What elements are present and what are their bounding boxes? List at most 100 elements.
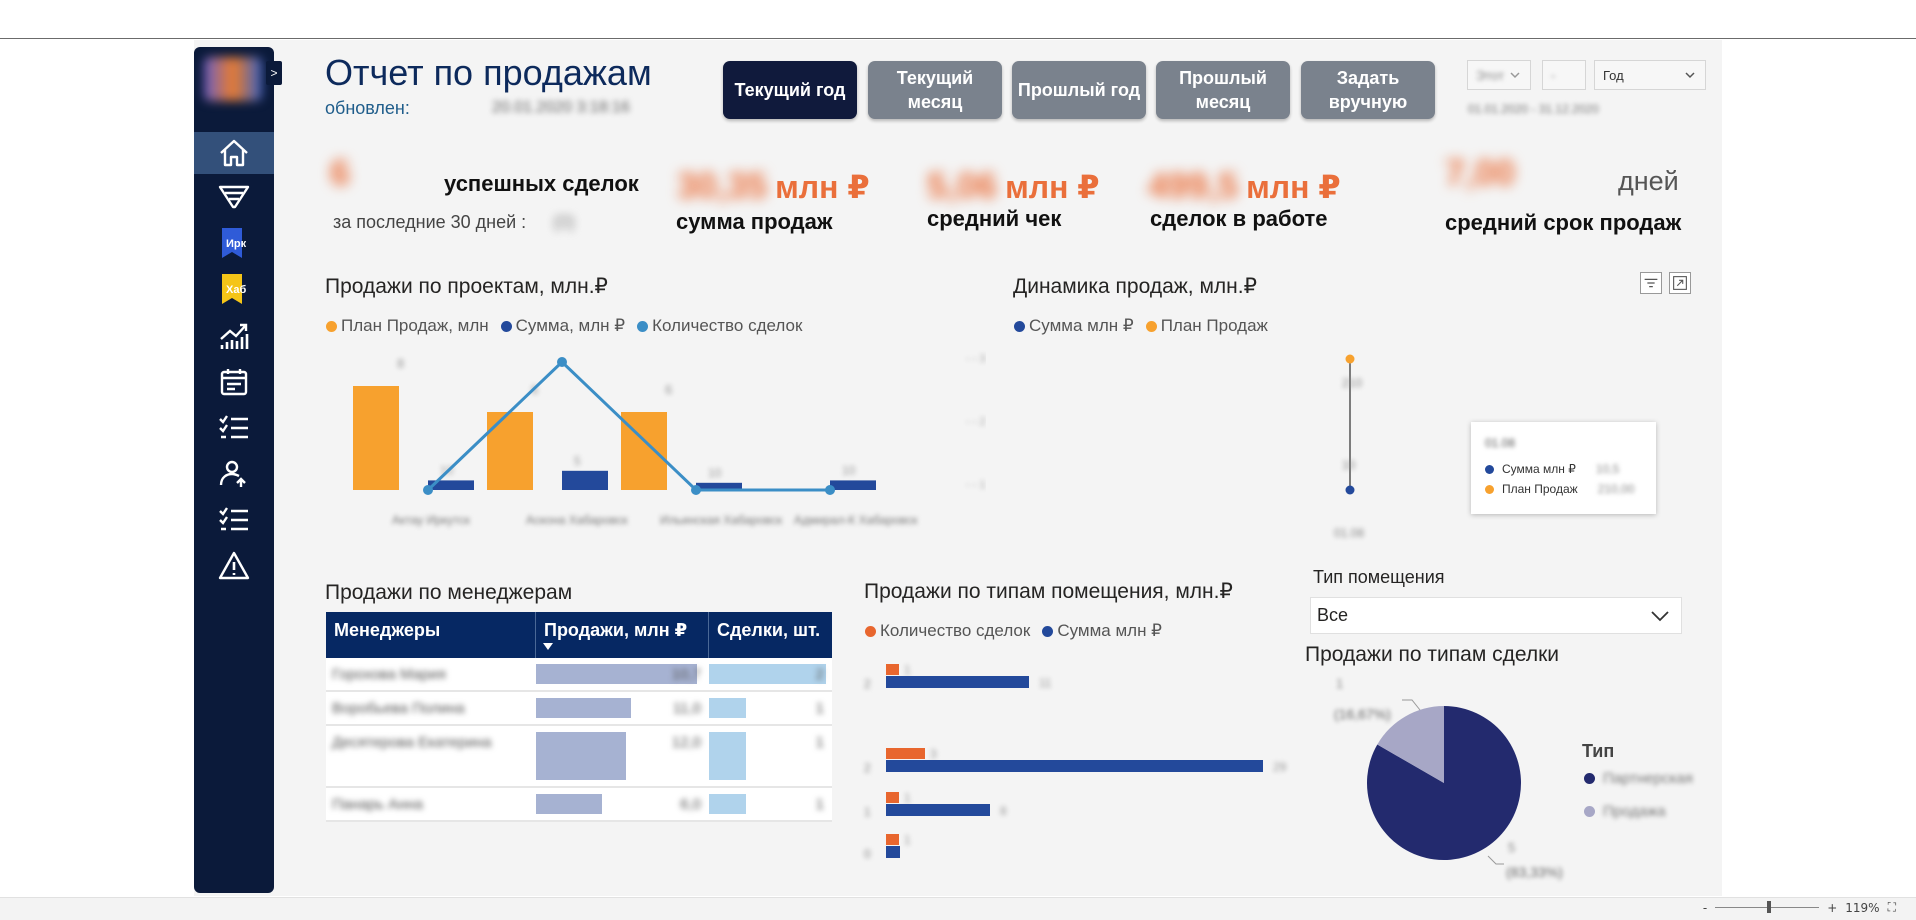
legend-item-count[interactable]: Количество сделок — [865, 621, 1030, 641]
tooltip-date: 01.08 — [1485, 436, 1516, 450]
sidebar-item-funnel[interactable] — [194, 177, 274, 219]
room-types-chart-title: Продажи по типам помещения, млн.₽ — [864, 580, 1233, 603]
period-last-month-button[interactable]: Прошлый месяц — [1156, 61, 1290, 119]
sales-value: 6,0 — [680, 796, 701, 813]
bar-sum-0 — [886, 676, 1029, 688]
room-type-select[interactable]: Все — [1310, 597, 1682, 634]
deals-value: 1 — [815, 734, 824, 751]
zoom-in-button[interactable]: + — [1827, 900, 1838, 915]
y-tick-3: 0 — [864, 847, 871, 861]
deals-value: 1 — [815, 796, 824, 813]
filter-button[interactable] — [1640, 272, 1662, 294]
col-managers[interactable]: Менеджеры — [326, 612, 536, 658]
table-row[interactable]: Десятерова Екатерина 12,0 1 — [326, 726, 832, 788]
col-sales[interactable]: Продажи, млн ₽ — [536, 612, 709, 658]
relative-period-select[interactable]: Этот — [1467, 60, 1531, 90]
legend-item-sum[interactable]: Сумма млн ₽ — [1042, 621, 1162, 641]
sales-cell: 12,0 — [536, 726, 709, 786]
bar-sum-2 — [886, 804, 990, 816]
legend-item-count[interactable]: Количество сделок — [637, 316, 802, 336]
period-count-input[interactable]: - — [1542, 60, 1586, 90]
room-types-legend: Количество сделок Сумма млн ₽ — [865, 621, 1168, 641]
pie-slice-1 — [1377, 706, 1444, 783]
pie-legend-item-sale[interactable]: Продажа — [1584, 803, 1666, 820]
col-deals[interactable]: Сделки, шт. — [717, 620, 821, 640]
fit-page-icon[interactable]: ⛶ — [1887, 900, 1896, 914]
sort-desc-icon — [543, 643, 553, 650]
label-plan-2: 6 — [665, 382, 672, 397]
period-custom-button[interactable]: Задать вручную — [1301, 61, 1435, 119]
sidebar-item-calendar[interactable] — [194, 361, 274, 403]
deals-cell: 2 — [709, 658, 832, 690]
deals-cell: 1 — [709, 788, 832, 820]
legend-item-plan[interactable]: План Продаж — [1145, 316, 1268, 336]
label-count-2: 1 — [904, 791, 911, 805]
pie-label-top-pct: (16,67%) — [1334, 706, 1391, 722]
sidebar-item-growth[interactable] — [194, 315, 274, 357]
label-sum-0: 11 — [1039, 676, 1052, 690]
y2-tick-0: - - 3 — [966, 353, 986, 365]
tooltip-row-sum: Сумма млн ₽ 10,5 — [1485, 462, 1619, 476]
pie-leader-bottom — [1487, 855, 1504, 865]
period-unit-select[interactable]: Год — [1594, 60, 1706, 90]
sales-value: 12,0 — [671, 734, 701, 751]
legend-item-sum[interactable]: Сумма, млн ₽ — [500, 316, 625, 336]
bar-sum-2 — [696, 482, 742, 490]
sidebar-item-checklist[interactable] — [194, 407, 274, 449]
sales-bar — [536, 794, 602, 814]
tooltip-row-plan: План Продаж 210,00 — [1485, 482, 1634, 496]
kpi-sales-unit: млн ₽ — [775, 169, 870, 205]
zoom-slider[interactable] — [1715, 901, 1820, 913]
focus-mode-button[interactable] — [1669, 272, 1691, 294]
pie-legend-title: Тип — [1582, 741, 1615, 761]
label-sum-1: 5 — [574, 454, 581, 468]
managers-table-title: Продажи по менеджерам — [325, 581, 573, 604]
legend-item-sum[interactable]: Сумма млн ₽ — [1014, 316, 1134, 336]
sidebar-item-home[interactable] — [194, 132, 274, 174]
bookmark-irk-icon: Ирк — [220, 228, 248, 260]
pie-legend-item-partner[interactable]: Партнерская — [1584, 770, 1693, 787]
deals-cell: 1 — [709, 726, 832, 786]
period-current-month-button[interactable]: Текущий месяц — [868, 61, 1002, 119]
period-last-year-button[interactable]: Прошлый год — [1012, 61, 1146, 119]
point-count-3 — [825, 485, 835, 495]
zoom-out-button[interactable]: - — [1702, 900, 1708, 915]
sidebar-item-irk[interactable]: Ирк — [194, 223, 274, 265]
bar-count-1 — [886, 748, 925, 759]
period-count-value: - — [1551, 67, 1556, 83]
sidebar-item-users[interactable] — [194, 453, 274, 495]
label-sum-3: 10 — [842, 463, 856, 477]
x-tick-0: Актау Иркутск — [392, 513, 471, 527]
table-row[interactable]: Горохова Мария 10,7 2 — [326, 658, 832, 692]
sales-cell: 6,0 — [536, 788, 709, 820]
kpi-avg-value: 5,06 — [927, 165, 998, 206]
legend-item-plan[interactable]: План Продаж, млн — [326, 316, 489, 336]
bar-count-2 — [886, 792, 899, 803]
table-row[interactable]: Панарь Анна 6,0 1 — [326, 788, 832, 822]
label-sum-2: 10 — [708, 466, 722, 480]
dynamics-chart-legend: Сумма млн ₽ План Продаж — [1014, 316, 1274, 336]
sales-cell: 11,0 — [536, 692, 709, 724]
sidebar-toggle-button[interactable]: > — [266, 61, 282, 85]
zoom-control: - + 119% ⛶ — [1703, 900, 1896, 915]
sidebar-item-alerts[interactable] — [194, 545, 274, 587]
pie-label-bottom-value: 5 — [1508, 840, 1516, 855]
bar-plan-1 — [487, 412, 533, 490]
chart-tooltip: 01.08 Сумма млн ₽ 10,5 План Продаж 210,0… — [1471, 422, 1656, 514]
deals-bar — [709, 732, 746, 780]
x-tick-2: Ильинская Хабаровск — [660, 513, 783, 527]
table-row[interactable]: Воробьева Полина 11,0 1 — [326, 692, 832, 726]
kpi-inwork-unit: млн ₽ — [1246, 169, 1341, 205]
sales-bar — [536, 698, 632, 718]
sidebar-item-list[interactable] — [194, 499, 274, 541]
period-current-year-button[interactable]: Текущий год — [723, 61, 857, 119]
updated-label: обновлен: — [325, 98, 410, 118]
updated-value: 20.01.2020 3:18:16 — [492, 99, 630, 116]
kpi-days-unit: дней — [1618, 166, 1679, 196]
x-tick-3: Адмирал-К Хабаровск — [794, 513, 918, 527]
bar-count-3 — [886, 834, 899, 845]
sidebar-item-khab[interactable]: Хаб — [194, 269, 274, 311]
calendar-icon — [220, 369, 248, 396]
table-body: Горохова Мария 10,7 2 Воробьева Полина 11,0 1… — [326, 658, 832, 822]
